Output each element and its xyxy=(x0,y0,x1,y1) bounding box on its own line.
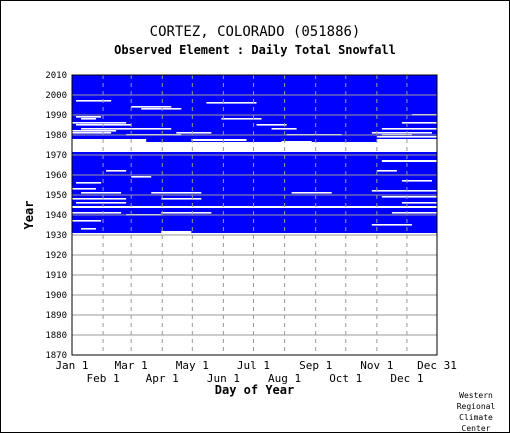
missing-gap xyxy=(131,106,172,108)
missing-gap xyxy=(81,228,97,230)
grid-lines xyxy=(71,74,438,356)
missing-gap xyxy=(72,220,102,222)
missing-gap xyxy=(72,130,117,132)
missing-gap xyxy=(81,128,132,130)
y-tick-label: 1910 xyxy=(45,271,67,281)
y-axis-label: Year xyxy=(22,201,36,230)
missing-gap xyxy=(131,176,152,178)
y-tick-label: 1870 xyxy=(45,351,67,361)
chart-subtitle: Observed Element : Daily Total Snowfall xyxy=(114,43,396,57)
missing-gap xyxy=(81,192,122,194)
y-tick-label: 1920 xyxy=(45,251,67,261)
credit-line: Climate xyxy=(459,413,493,422)
credit-label: Western Regional Climate Center xyxy=(444,390,508,434)
missing-gap xyxy=(131,128,172,130)
axis-tick-labels: 2010 2000 1990 1980 1970 1960 1950 1940 1930 1920… xyxy=(45,71,457,385)
missing-gap xyxy=(176,132,212,134)
y-tick-label: 2010 xyxy=(45,71,67,81)
plot-border xyxy=(71,74,438,356)
observed-data-block xyxy=(72,75,437,233)
x-tick-label: Aug 1 xyxy=(268,372,301,385)
missing-gap xyxy=(81,118,97,120)
y-tick-label: 1940 xyxy=(45,211,67,221)
missing-gap xyxy=(76,124,132,126)
missing-gap xyxy=(256,124,287,126)
missing-partial-band xyxy=(161,231,192,233)
missing-gap xyxy=(72,198,127,200)
missing-gap xyxy=(106,170,127,172)
missing-gap xyxy=(76,116,102,118)
missing-gap xyxy=(376,136,437,138)
missing-gap xyxy=(76,182,102,184)
missing-gap xyxy=(161,212,212,214)
x-tick-label: Dec 31 xyxy=(417,359,457,372)
missing-gap xyxy=(72,132,112,134)
missing-partial-band xyxy=(191,139,247,141)
missing-gap xyxy=(206,102,257,104)
missing-data-marks xyxy=(72,100,437,233)
x-tick-label: Apr 1 xyxy=(146,372,179,385)
missing-year-band xyxy=(72,142,437,152)
x-tick-label: Sep 1 xyxy=(299,359,332,372)
missing-partial-band xyxy=(72,139,147,142)
x-tick-label: Jul 1 xyxy=(237,359,270,372)
missing-partial-band xyxy=(381,160,437,162)
y-tick-label: 1930 xyxy=(45,231,67,241)
y-tick-label: 1900 xyxy=(45,291,67,301)
credit-line: Western xyxy=(459,391,493,400)
missing-gap xyxy=(76,202,127,204)
y-tick-label: 1960 xyxy=(45,171,67,181)
chart-title: CORTEZ, COLORADO (051886) xyxy=(149,24,361,40)
missing-gap xyxy=(381,196,437,198)
x-tick-label: Jun 1 xyxy=(207,372,240,385)
x-tick-label: Jan 1 xyxy=(55,359,88,372)
x-tick-label: Mar 1 xyxy=(115,359,148,372)
credit-line: Regional xyxy=(456,402,496,411)
missing-gap xyxy=(401,122,437,124)
x-tick-label: Feb 1 xyxy=(87,372,120,385)
missing-gap xyxy=(72,122,127,124)
missing-gap xyxy=(371,132,432,134)
missing-gap xyxy=(376,170,397,172)
y-tick-label: 1980 xyxy=(45,131,67,141)
missing-gap xyxy=(76,100,112,102)
missing-gap xyxy=(401,202,437,204)
missing-gap xyxy=(72,212,122,214)
missing-gap xyxy=(401,180,432,182)
y-tick-label: 1950 xyxy=(45,191,67,201)
x-tick-label: Dec 1 xyxy=(390,372,423,385)
missing-gap xyxy=(371,190,437,192)
y-tick-label: 1880 xyxy=(45,331,67,341)
x-tick-label: Nov 1 xyxy=(360,359,393,372)
missing-gap xyxy=(151,192,202,194)
x-axis-label: Day of Year xyxy=(215,383,294,397)
missing-gap xyxy=(72,188,97,190)
missing-gap xyxy=(381,128,437,130)
observed-data-area xyxy=(72,75,437,233)
missing-gap xyxy=(141,108,182,110)
missing-partial-band xyxy=(281,141,312,145)
missing-gap xyxy=(391,212,437,214)
missing-year-band xyxy=(72,206,437,208)
y-tick-label: 1890 xyxy=(45,311,67,321)
x-tick-label: Oct 1 xyxy=(329,372,362,385)
missing-gap xyxy=(371,224,412,226)
missing-gap xyxy=(161,198,202,200)
missing-gap xyxy=(291,192,332,194)
x-tick-label: May 1 xyxy=(176,359,209,372)
missing-gap xyxy=(271,128,297,130)
credit-line: Center xyxy=(461,424,491,433)
y-tick-label: 1990 xyxy=(45,111,67,121)
y-tick-label: 2000 xyxy=(45,91,67,101)
missing-gap xyxy=(221,118,262,120)
y-tick-label: 1970 xyxy=(45,151,67,161)
